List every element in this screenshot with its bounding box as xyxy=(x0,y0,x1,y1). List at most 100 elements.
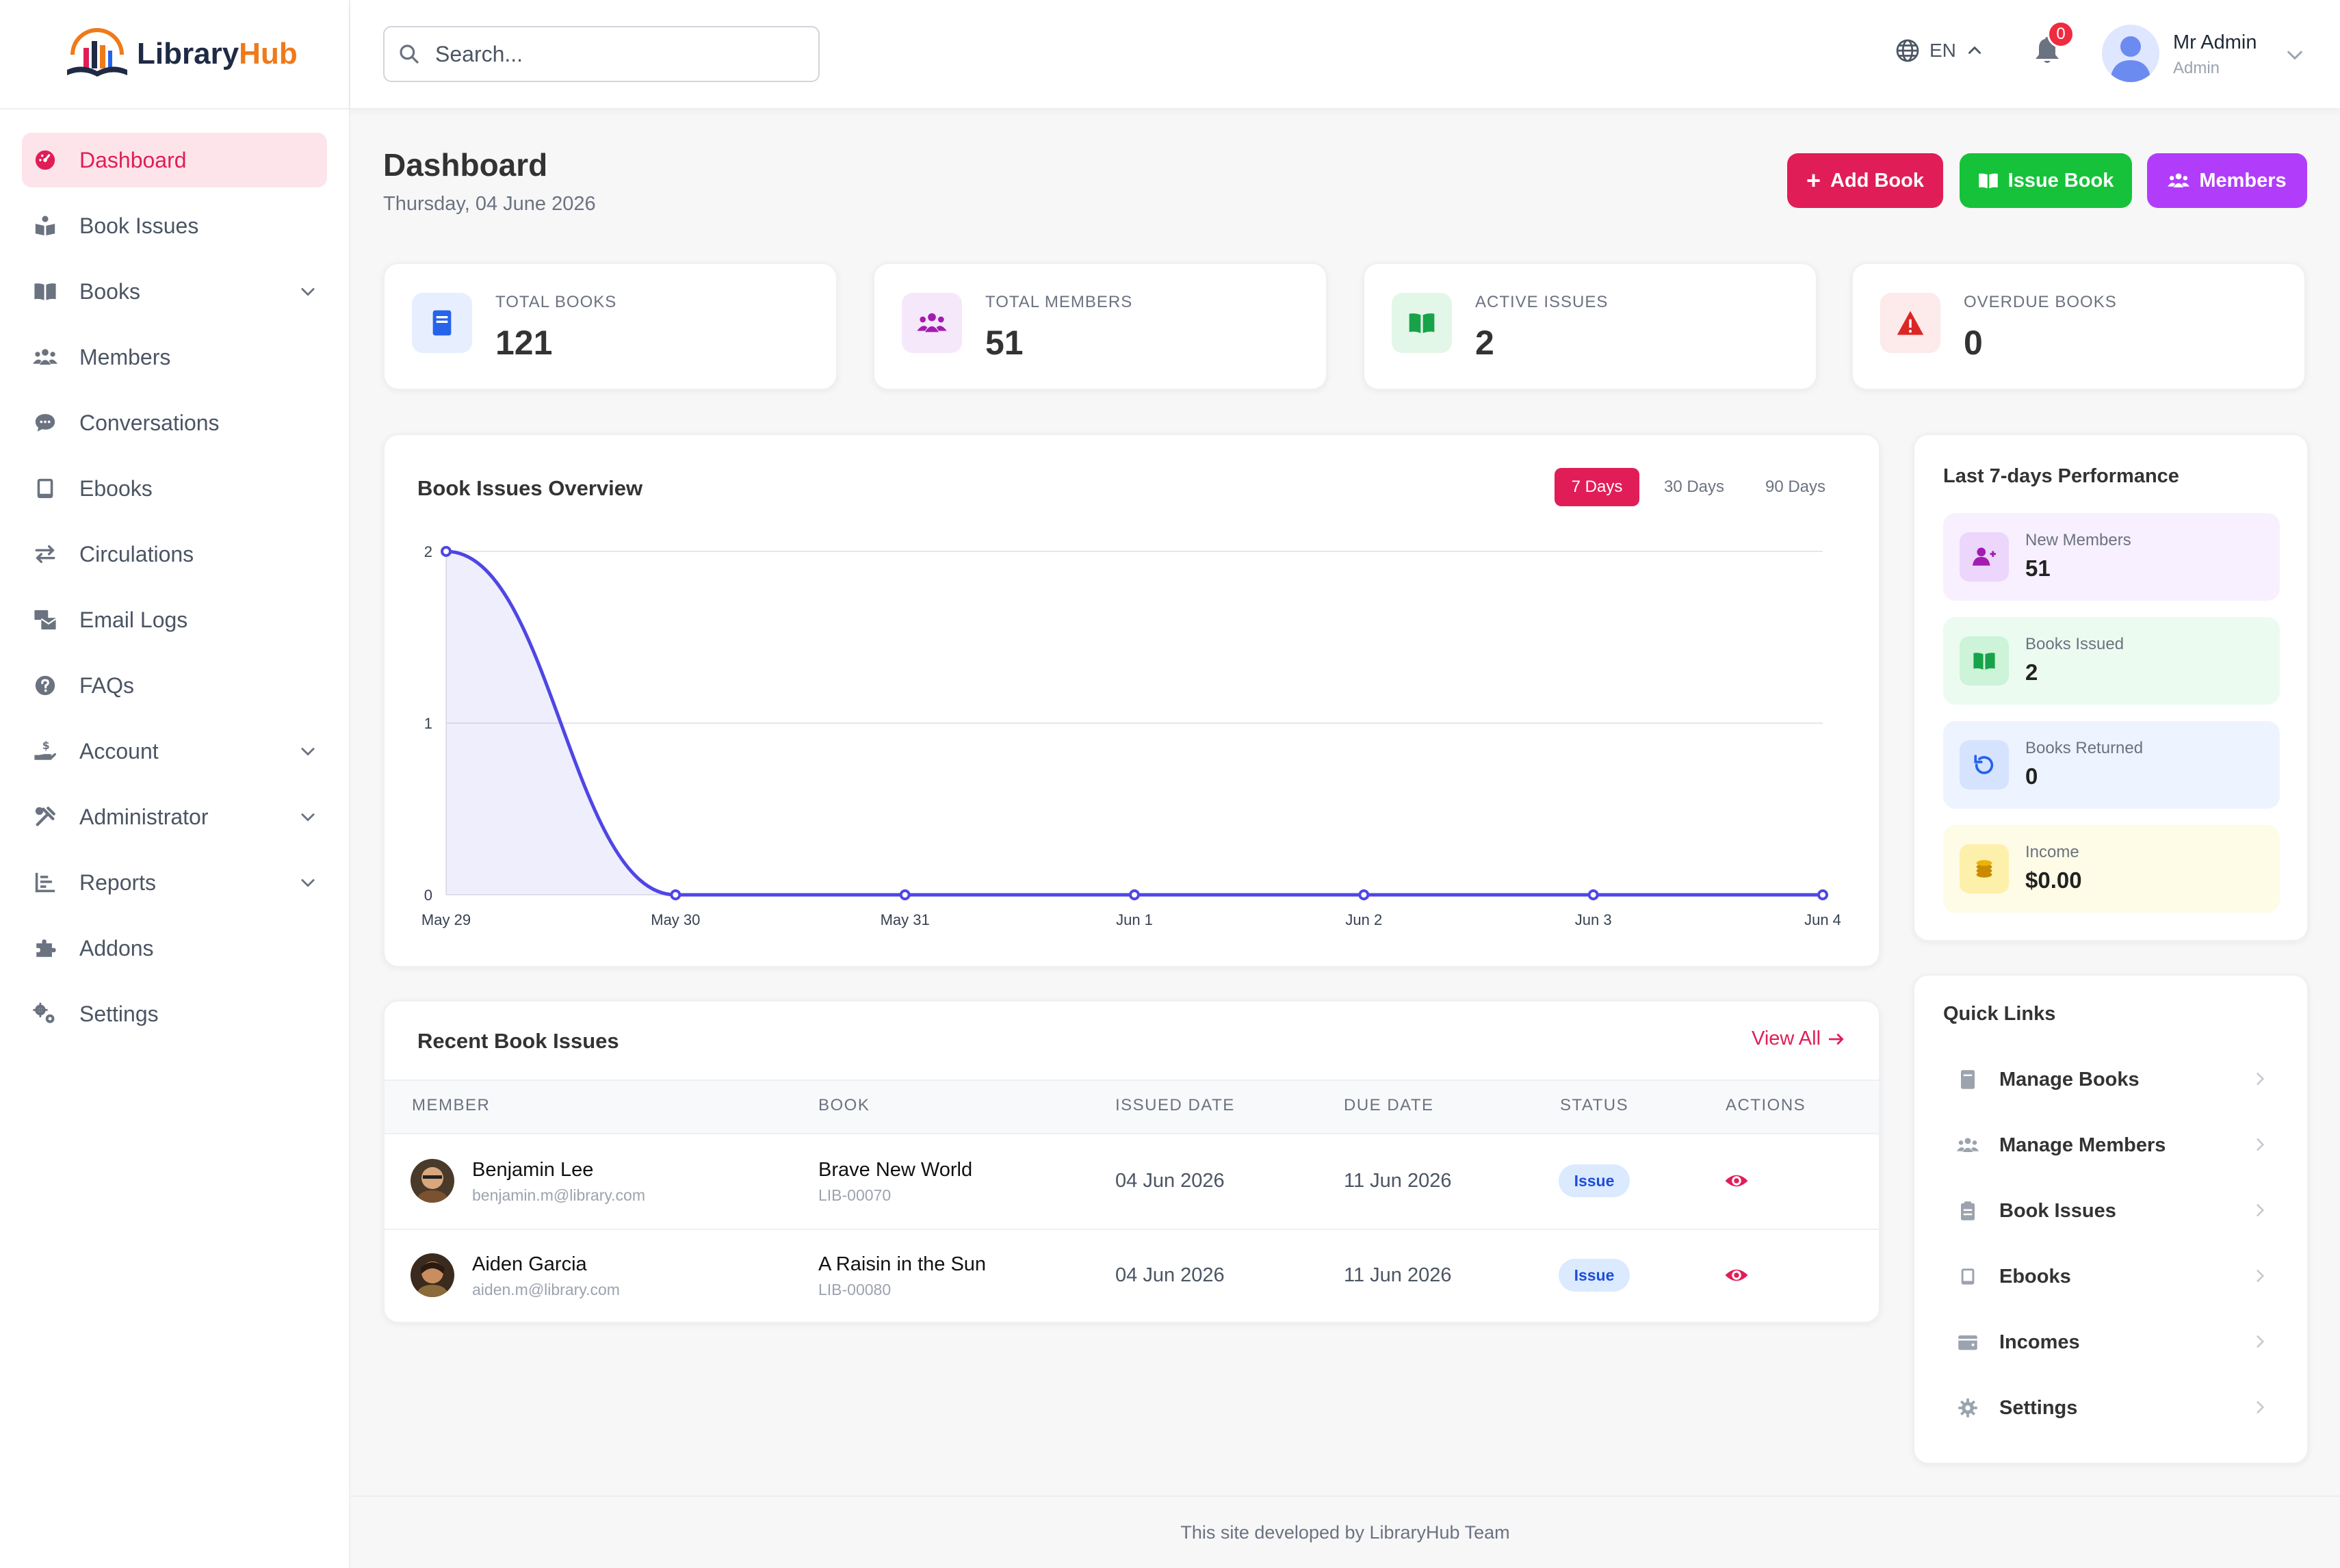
data-point xyxy=(1587,889,1599,900)
quick-link-incomes[interactable]: Incomes xyxy=(1943,1315,2280,1370)
add-book-button[interactable]: + Add Book xyxy=(1787,153,1943,208)
chevron-down-icon xyxy=(301,813,315,822)
clipboard-icon xyxy=(1955,1199,1980,1223)
member-name[interactable]: Aiden Garcia xyxy=(472,1253,587,1275)
users-icon xyxy=(2168,173,2190,187)
mail-bulk-icon xyxy=(31,606,59,633)
search-icon xyxy=(400,44,419,64)
status-badge: Issue xyxy=(1559,1164,1630,1197)
data-point xyxy=(441,546,452,557)
sidebar-item-dashboard[interactable]: Dashboard xyxy=(22,133,327,187)
sidebar-item-label: Email Logs xyxy=(79,607,188,632)
range-30-days[interactable]: 30 Days xyxy=(1663,478,1725,496)
globe-icon xyxy=(1896,39,1919,62)
list-chart-icon xyxy=(31,869,59,896)
chevron-right-icon xyxy=(2257,1073,2265,1085)
column-header-due-date: DUE DATE xyxy=(1344,1096,1434,1114)
member-photo-icon xyxy=(411,1159,454,1203)
view-eye-icon[interactable] xyxy=(1724,1168,1749,1193)
book-issues-chart: 0 1 2 May 29 May 30 May 31 Jun 1 Jun 2 Jun 3 Jun … xyxy=(421,543,1841,928)
user-name[interactable]: Mr Admin xyxy=(2173,31,2257,53)
due-date: 11 Jun 2026 xyxy=(1344,1264,1452,1286)
issue-book-button[interactable]: Issue Book xyxy=(1960,153,2132,208)
book-reader-icon xyxy=(31,212,59,239)
tablet-icon xyxy=(31,475,59,502)
sidebar-item-addons[interactable]: Addons xyxy=(22,921,327,976)
status-badge: Issue xyxy=(1559,1259,1630,1292)
sidebar-item-label: Ebooks xyxy=(79,475,153,501)
sidebar-item-administrator[interactable]: Administrator xyxy=(22,789,327,844)
quick-link-settings[interactable]: Settings xyxy=(1943,1381,2280,1435)
app-name-part2: Hub xyxy=(239,37,298,70)
quick-link-manage-books[interactable]: Manage Books xyxy=(1943,1052,2280,1107)
notification-count-badge: 0 xyxy=(2047,21,2075,48)
column-header-book: BOOK xyxy=(818,1096,870,1114)
view-eye-icon[interactable] xyxy=(1724,1263,1749,1288)
overview-title: Book Issues Overview xyxy=(417,476,643,500)
app-logo[interactable]: LibraryHub xyxy=(0,0,349,109)
view-all-link[interactable]: View All xyxy=(1752,1028,1845,1050)
search-box[interactable] xyxy=(383,26,820,82)
y-tick-label: 0 xyxy=(424,887,432,904)
sidebar-item-label: Book Issues xyxy=(79,213,199,238)
x-tick-label: Jun 1 xyxy=(1116,911,1153,928)
members-button[interactable]: Members xyxy=(2147,153,2307,208)
top-header: EN 0 Mr Admin Admin xyxy=(350,0,2340,109)
stat-value: 0 xyxy=(1964,324,1983,362)
perf-value: 0 xyxy=(2025,763,2038,789)
sidebar-item-reports[interactable]: Reports xyxy=(22,855,327,910)
avatar[interactable] xyxy=(2102,25,2159,82)
sidebar-item-label: Circulations xyxy=(79,541,194,566)
sidebar-item-label: Conversations xyxy=(79,410,220,435)
x-tick-label: May 30 xyxy=(651,911,700,928)
quick-link-label: Incomes xyxy=(1999,1331,2080,1353)
stat-value: 2 xyxy=(1475,324,1494,362)
sidebar-item-settings[interactable]: Settings xyxy=(22,986,327,1041)
book-icon xyxy=(1955,1067,1980,1092)
perf-label: New Members xyxy=(2025,531,2131,549)
perf-label: Books Issued xyxy=(2025,635,2124,653)
sidebar-item-book-issues[interactable]: Book Issues xyxy=(22,198,327,253)
open-book-icon xyxy=(1978,173,1998,189)
open-book-icon xyxy=(1960,636,2009,685)
stat-value: 121 xyxy=(495,324,553,362)
sidebar-item-books[interactable]: Books xyxy=(22,264,327,319)
sidebar-item-account[interactable]: $ Account xyxy=(22,724,327,779)
chevron-down-icon xyxy=(301,748,315,756)
range-7-days[interactable]: 7 Days xyxy=(1555,468,1639,506)
search-input[interactable] xyxy=(435,41,791,67)
perf-new-members: New Members 51 xyxy=(1943,513,2280,601)
quick-link-ebooks[interactable]: Ebooks xyxy=(1943,1249,2280,1304)
sidebar-item-faqs[interactable]: FAQs xyxy=(22,658,327,713)
avatar xyxy=(411,1159,454,1203)
undo-icon xyxy=(1960,740,2009,789)
x-tick-label: Jun 3 xyxy=(1575,911,1612,928)
quick-links-card: Quick Links Manage Books Manage Members … xyxy=(1913,974,2309,1464)
sidebar-item-email-logs[interactable]: Email Logs xyxy=(22,592,327,647)
book-title[interactable]: Brave New World xyxy=(818,1159,973,1181)
quick-link-manage-members[interactable]: Manage Members xyxy=(1943,1118,2280,1173)
y-tick-label: 1 xyxy=(424,715,432,732)
sidebar-item-conversations[interactable]: Conversations xyxy=(22,395,327,450)
range-90-days[interactable]: 90 Days xyxy=(1765,478,1826,496)
due-date: 11 Jun 2026 xyxy=(1344,1170,1452,1192)
data-point xyxy=(670,889,681,900)
performance-title: Last 7-days Performance xyxy=(1943,465,2179,487)
sidebar-item-label: Administrator xyxy=(79,804,209,829)
sidebar-item-circulations[interactable]: Circulations xyxy=(22,527,327,582)
language-selector[interactable]: EN xyxy=(1895,38,1984,63)
sidebar-item-ebooks[interactable]: Ebooks xyxy=(22,461,327,516)
quick-link-book-issues[interactable]: Book Issues xyxy=(1943,1184,2280,1238)
chevron-down-icon[interactable] xyxy=(2284,44,2306,66)
quick-link-label: Manage Books xyxy=(1999,1068,2140,1090)
book-title[interactable]: A Raisin in the Sun xyxy=(818,1253,987,1275)
plus-icon: + xyxy=(1806,166,1821,194)
perf-label: Books Returned xyxy=(2025,739,2144,757)
data-point xyxy=(1817,889,1828,900)
users-icon xyxy=(31,343,59,371)
member-name[interactable]: Benjamin Lee xyxy=(472,1159,594,1181)
sidebar-item-members[interactable]: Members xyxy=(22,330,327,384)
data-point xyxy=(899,889,911,900)
coins-icon xyxy=(1960,844,2009,893)
quick-links-title: Quick Links xyxy=(1943,1003,2056,1025)
